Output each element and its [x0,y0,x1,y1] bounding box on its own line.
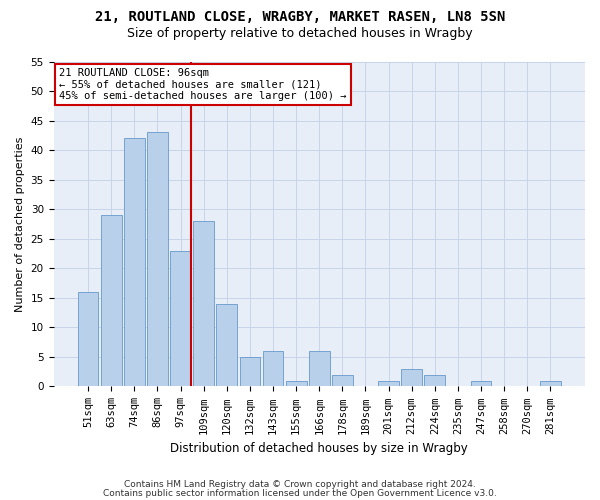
Text: Contains public sector information licensed under the Open Government Licence v3: Contains public sector information licen… [103,488,497,498]
Bar [332,374,353,386]
Bar [217,304,237,386]
Bar [77,292,98,386]
Bar [101,215,122,386]
X-axis label: Distribution of detached houses by size in Wragby: Distribution of detached houses by size … [170,442,468,455]
Bar [401,368,422,386]
Bar [286,380,307,386]
Bar [424,374,445,386]
Bar [170,250,191,386]
Y-axis label: Number of detached properties: Number of detached properties [15,136,25,312]
Bar [263,351,283,386]
Bar [540,380,561,386]
Bar [309,351,329,386]
Text: Contains HM Land Registry data © Crown copyright and database right 2024.: Contains HM Land Registry data © Crown c… [124,480,476,489]
Bar [193,221,214,386]
Text: Size of property relative to detached houses in Wragby: Size of property relative to detached ho… [127,28,473,40]
Text: 21, ROUTLAND CLOSE, WRAGBY, MARKET RASEN, LN8 5SN: 21, ROUTLAND CLOSE, WRAGBY, MARKET RASEN… [95,10,505,24]
Bar [378,380,399,386]
Bar [124,138,145,386]
Text: 21 ROUTLAND CLOSE: 96sqm
← 55% of detached houses are smaller (121)
45% of semi-: 21 ROUTLAND CLOSE: 96sqm ← 55% of detach… [59,68,346,101]
Bar [147,132,168,386]
Bar [239,357,260,386]
Bar [470,380,491,386]
